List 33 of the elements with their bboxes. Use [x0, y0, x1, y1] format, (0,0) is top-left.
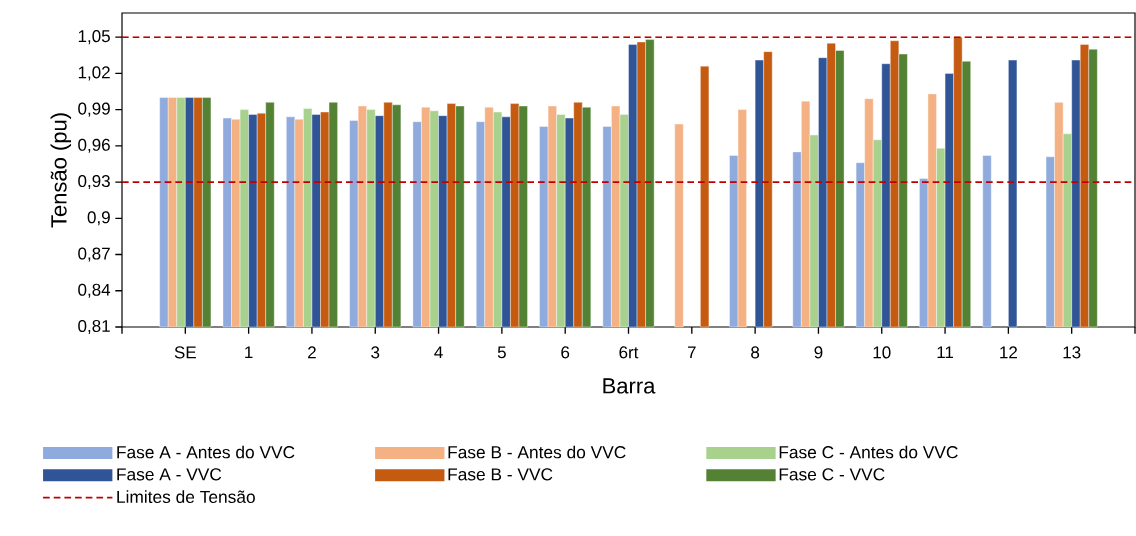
legend-label: Limites de Tensão: [117, 490, 255, 504]
legend-label: Fase C - Antes do VVC: [779, 445, 958, 459]
y-tick-label: 0,9: [87, 211, 110, 226]
x-tick-label: 5: [497, 346, 506, 359]
x-tick-label: 4: [434, 346, 443, 359]
legend-label: Fase B - VVC: [448, 468, 553, 481]
x-tick-label: 8: [751, 346, 760, 359]
y-tick-label: 0,93: [78, 175, 110, 190]
y-tick-label: 0,99: [78, 102, 110, 117]
x-tick-label: SE: [174, 346, 196, 359]
legend-label: Fase A - Antes do VVC: [117, 445, 295, 459]
y-tick-label: 0,81: [78, 319, 110, 335]
x-tick-label: 6rt: [619, 346, 639, 359]
y-tick-label: 1,05: [78, 30, 110, 45]
x-tick-label: 13: [1063, 346, 1081, 359]
legend-label: Fase C - VVC: [779, 468, 885, 481]
x-tick-label: 10: [873, 346, 891, 359]
y-tick-label: 0,84: [78, 283, 111, 298]
y-axis-title: Tensão (pu): [50, 113, 72, 228]
x-tick-label: 1: [245, 346, 253, 359]
y-tick-label: 0,87: [78, 247, 110, 262]
legend-label: Fase B - Antes do VVC: [448, 445, 626, 459]
x-tick-label: 3: [371, 346, 380, 359]
y-tick-label: 0,96: [78, 138, 110, 153]
legend-label: Fase A - VVC: [117, 468, 222, 481]
x-tick-label: 7: [687, 346, 696, 359]
x-tick-label: 11: [937, 346, 954, 359]
x-tick-label: 9: [814, 346, 823, 359]
y-tick-label: 1,02: [78, 66, 110, 81]
x-tick-label: 6: [561, 346, 570, 359]
x-tick-label: 2: [308, 346, 316, 359]
x-tick-label: 12: [1000, 346, 1017, 359]
x-axis-title: Barra: [603, 378, 656, 394]
